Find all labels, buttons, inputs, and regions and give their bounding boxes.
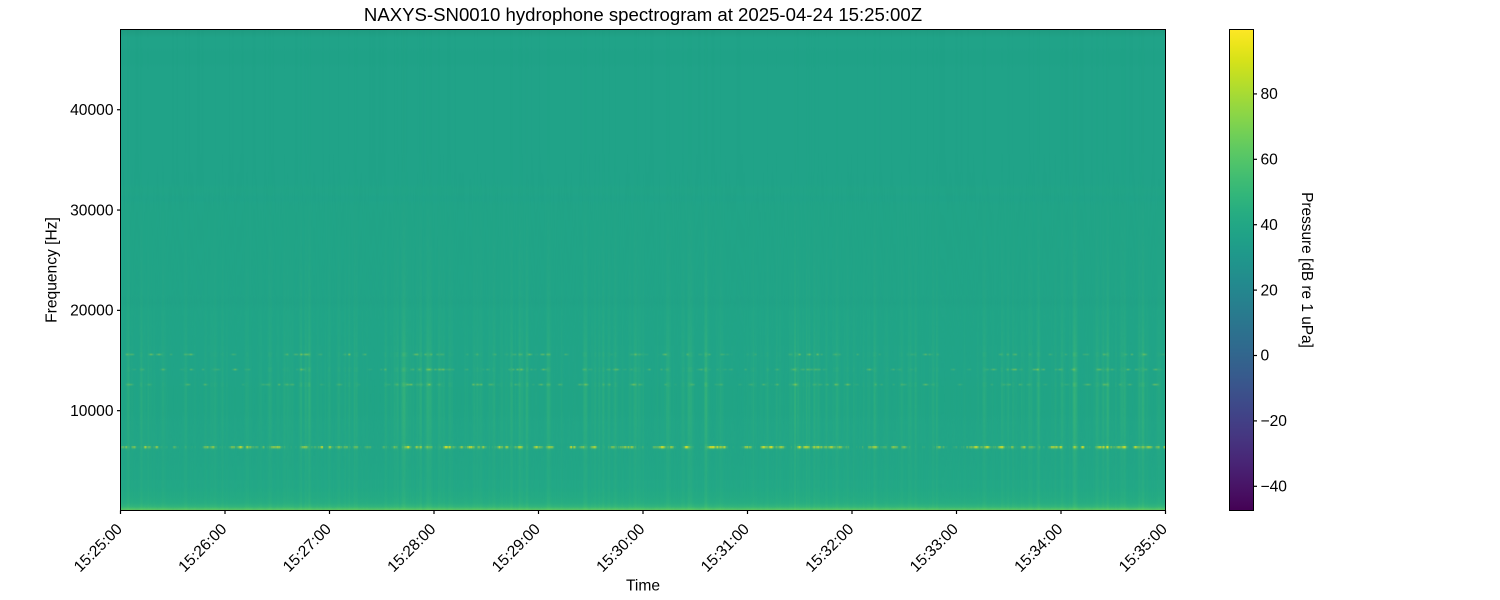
svg-text:20: 20: [1261, 282, 1279, 299]
svg-text:Time: Time: [626, 578, 660, 595]
svg-text:30000: 30000: [70, 202, 114, 219]
svg-text:80: 80: [1261, 86, 1279, 103]
svg-text:60: 60: [1261, 152, 1279, 169]
svg-text:Pressure [dB re 1 uPa]: Pressure [dB re 1 uPa]: [1298, 192, 1315, 348]
svg-text:40: 40: [1261, 217, 1279, 234]
svg-text:Frequency [Hz]: Frequency [Hz]: [44, 217, 61, 323]
svg-text:0: 0: [1261, 348, 1270, 365]
svg-text:40000: 40000: [70, 102, 114, 119]
svg-text:NAXYS-SN0010 hydrophone spectr: NAXYS-SN0010 hydrophone spectrogram at 2…: [364, 4, 922, 25]
svg-text:10000: 10000: [70, 403, 114, 420]
svg-text:−20: −20: [1261, 413, 1288, 430]
svg-text:20000: 20000: [70, 303, 114, 320]
svg-text:−40: −40: [1261, 479, 1288, 496]
